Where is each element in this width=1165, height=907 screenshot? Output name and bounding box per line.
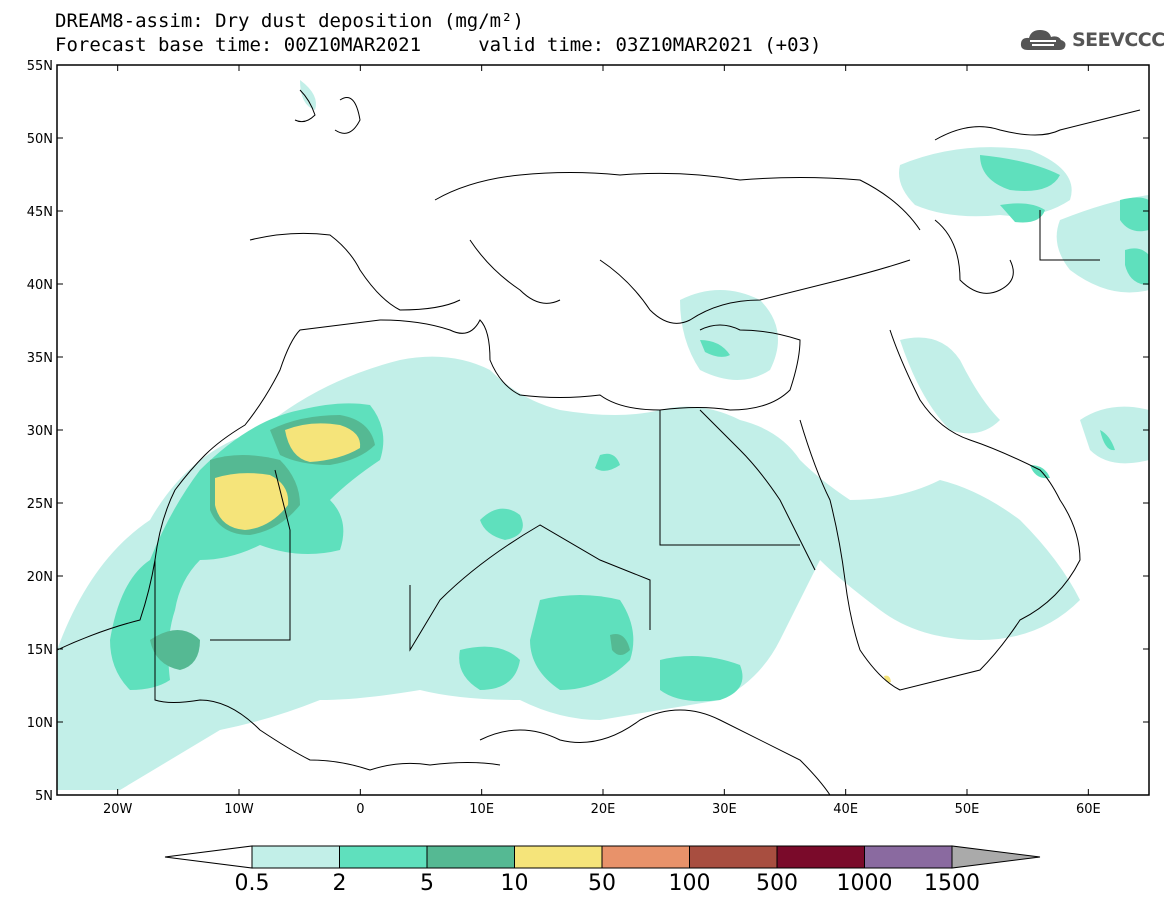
colorbar-high-arrow	[951, 845, 1041, 869]
colorbar-segment	[776, 845, 865, 869]
lon-tick-label: 10W	[224, 802, 254, 817]
low-band	[110, 155, 1149, 702]
chart-subtitle: Forecast base time: 00Z10MAR2021 valid t…	[55, 34, 822, 56]
colorbar-segment	[601, 845, 690, 869]
lat-tick-label: 20N	[27, 570, 53, 585]
logo-text: SEEVCCC	[1072, 29, 1165, 51]
lat-tick-label: 30N	[27, 424, 53, 439]
lat-tick-label: 55N	[27, 59, 53, 74]
colorbar-label: 100	[669, 871, 711, 896]
colorbar-label: 0.5	[235, 871, 270, 896]
lon-tick-label: 10E	[469, 802, 494, 817]
colorbar-segment	[864, 845, 953, 869]
colorbar-segment	[426, 845, 515, 869]
lon-tick-label: 20E	[591, 802, 616, 817]
colorbar-label: 500	[756, 871, 798, 896]
colorbar-label: 1500	[924, 871, 980, 896]
lon-tick-label: 50E	[955, 802, 980, 817]
lon-tick-label: 60E	[1076, 802, 1101, 817]
lat-tick-label: 35N	[27, 351, 53, 366]
coastlines-borders	[57, 89, 1141, 795]
chart-title: DREAM8-assim: Dry dust deposition (mg/m²…	[55, 10, 524, 32]
lon-tick-label: 20W	[103, 802, 133, 817]
high-band	[215, 423, 891, 683]
colorbar-low-arrow	[164, 845, 253, 869]
colorbar-label: 2	[333, 871, 347, 896]
colorbar-segment	[514, 845, 603, 869]
longitude-axis: 20W 10W 0 10E 20E 30E 40E 50E 60E	[103, 65, 1101, 817]
cloud-icon	[1020, 30, 1066, 50]
seevccc-logo: SEEVCCC	[1018, 26, 1165, 54]
lat-tick-label: 25N	[27, 497, 53, 512]
colorbar-segment	[339, 845, 428, 869]
lat-tick-label: 45N	[27, 205, 53, 220]
lat-tick-label: 5N	[35, 789, 53, 804]
colorbar-segment	[689, 845, 778, 869]
colorbar-label: 1000	[837, 871, 893, 896]
colorbar-label: 50	[588, 871, 616, 896]
dust-deposition-layer	[57, 80, 1149, 790]
lat-tick-label: 50N	[27, 132, 53, 147]
colorbar-label: 5	[420, 871, 434, 896]
lon-tick-label: 40E	[833, 802, 858, 817]
lowest-band	[57, 80, 1149, 790]
colorbar-segment	[251, 845, 340, 869]
colorbar-label: 10	[501, 871, 529, 896]
lat-tick-label: 40N	[27, 278, 53, 293]
lon-tick-label: 0	[356, 802, 364, 817]
lat-tick-label: 15N	[27, 643, 53, 658]
colorbar: 0.5 2 5 10 50 100 500 1000 1500	[164, 845, 1041, 896]
latitude-axis: 55N 50N 45N 40N 35N 30N 25N 20N 15N 10N 5N	[27, 59, 1149, 804]
lat-tick-label: 10N	[27, 716, 53, 731]
lon-tick-label: 30E	[712, 802, 737, 817]
